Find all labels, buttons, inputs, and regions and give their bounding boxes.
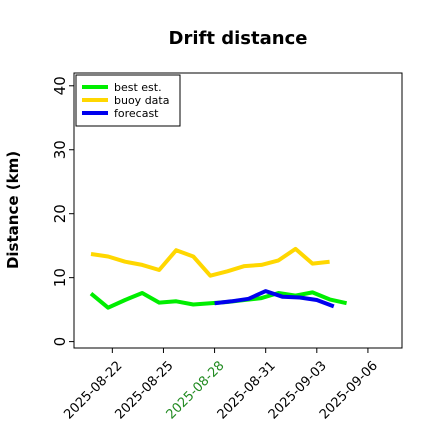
y-tick-label: 30	[51, 140, 69, 159]
series-line-forecast	[214, 289, 335, 309]
y-tick-label: 40	[51, 76, 69, 95]
plot-frame	[73, 72, 403, 349]
y-tick-label: 10	[51, 268, 69, 287]
y-axis-label: Distance (km)	[4, 151, 22, 269]
y-tick-label: 20	[51, 204, 69, 223]
x-axis-ticks: 2025-08-222025-08-252025-08-282025-08-31…	[61, 348, 381, 422]
legend-label-buoy-data: buoy data	[114, 94, 169, 107]
legend-label-best-est: best est.	[114, 81, 162, 94]
chart-title: Drift distance	[169, 28, 308, 49]
series-line-buoy-data	[90, 246, 330, 278]
y-tick-label: 0	[51, 337, 69, 347]
legend-label-forecast: forecast	[114, 107, 159, 120]
y-axis-ticks: 0 10 20 30 40	[51, 76, 74, 346]
series-layer	[89, 246, 348, 310]
